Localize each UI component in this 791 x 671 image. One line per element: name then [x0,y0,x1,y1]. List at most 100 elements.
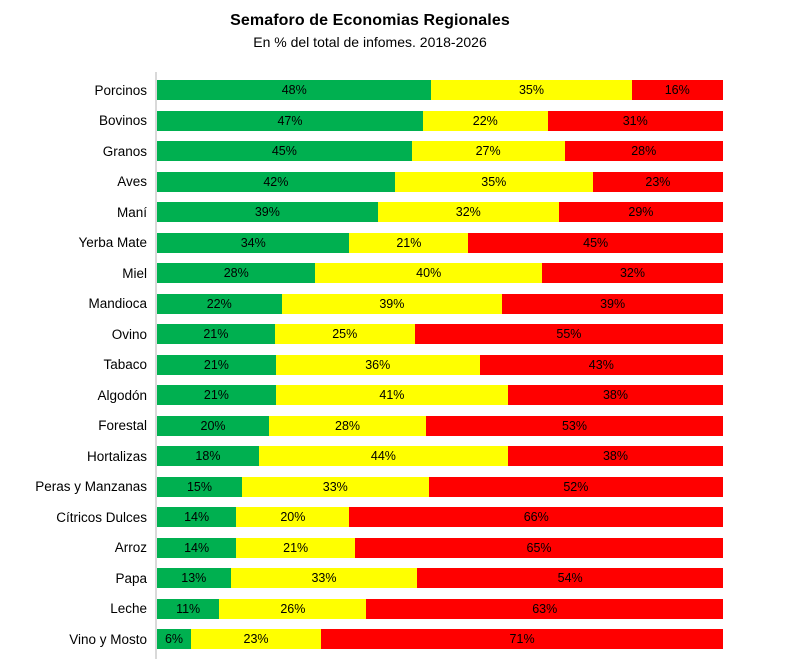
segment-value-label: 21% [203,327,229,342]
bar-segment-green: 47% [157,110,424,131]
segment-value-label: 66% [523,510,549,525]
bar-segment-yellow: 40% [315,263,542,284]
segment-value-label: 26% [280,601,306,616]
bar-segment-green: 21% [157,385,276,406]
segment-value-label: 28% [335,418,361,433]
segment-value-label: 14% [184,540,210,555]
category-label: Miel [122,265,147,281]
segment-value-label: 28% [631,144,657,159]
segment-value-label: 20% [280,510,306,525]
segment-value-label: 22% [206,296,232,311]
bar-segment-green: 11% [157,598,220,619]
segment-value-label: 48% [281,83,307,98]
segment-value-label: 39% [254,205,280,220]
segment-value-label: 32% [455,205,481,220]
bar-row: Ovino 21% 25% 55% [0,319,791,350]
bar-segment-green: 45% [157,141,412,162]
bar-segment-red: 63% [366,598,723,619]
bar-segment-green: 21% [157,324,275,345]
bar-row: Vino y Mosto 6% 23% 71% [0,624,791,655]
segment-value-label: 11% [176,601,201,616]
bar-segment-red: 32% [541,263,724,284]
segment-value-label: 39% [379,296,405,311]
bar-row: Forestal 20% 28% 53% [0,411,791,442]
segment-value-label: 44% [370,449,396,464]
segment-value-label: 43% [588,357,614,372]
bar-segment-red: 52% [428,476,723,497]
bar-row: Hortalizas 18% 44% 38% [0,441,791,472]
bar-track: 48% 35% 16% [157,80,723,101]
bar-row: Algodón 21% 41% 38% [0,380,791,411]
bar-row: Arroz 14% 21% 65% [0,533,791,564]
category-label: Arroz [114,540,147,556]
bar-row: Cítricos Dulces 14% 20% 66% [0,502,791,533]
segment-value-label: 25% [332,327,358,342]
category-label: Peras y Manzanas [35,479,147,495]
bar-segment-yellow: 36% [275,354,480,375]
bar-segment-green: 14% [157,537,237,558]
bar-segment-green: 14% [157,507,237,528]
segment-value-label: 55% [556,327,582,342]
bar-segment-yellow: 39% [281,293,503,314]
bar-track: 13% 33% 54% [157,568,723,589]
segment-value-label: 23% [645,174,671,189]
bar-segment-red: 31% [547,110,723,131]
category-label: Papa [115,570,147,586]
segment-value-label: 21% [203,388,229,403]
y-axis-line [155,72,157,659]
bar-track: 21% 25% 55% [157,324,723,345]
bar-segment-yellow: 41% [275,385,508,406]
bar-track: 45% 27% 28% [157,141,723,162]
bar-segment-yellow: 32% [377,202,559,223]
bar-track: 20% 28% 53% [157,415,723,436]
segment-value-label: 53% [561,418,587,433]
bar-track: 6% 23% 71% [157,629,723,650]
segment-value-label: 45% [271,144,297,159]
category-label: Ovino [111,326,147,342]
bar-segment-red: 45% [468,232,723,253]
bar-row: Yerba Mate 34% 21% 45% [0,228,791,259]
bar-segment-red: 55% [414,324,723,345]
bar-track: 21% 41% 38% [157,385,723,406]
bar-segment-yellow: 26% [219,598,367,619]
segment-value-label: 39% [600,296,626,311]
bar-segment-green: 13% [157,568,231,589]
bar-segment-yellow: 35% [431,80,632,101]
segment-value-label: 28% [223,266,249,281]
category-label: Cítricos Dulces [56,509,147,525]
bar-segment-yellow: 33% [230,568,418,589]
bar-track: 47% 22% 31% [157,110,723,131]
bar-segment-green: 28% [157,263,316,284]
segment-value-label: 40% [416,266,442,281]
segment-value-label: 52% [563,479,589,494]
segment-value-label: 23% [243,632,269,647]
bar-segment-red: 43% [479,354,723,375]
bar-track: 39% 32% 29% [157,202,723,223]
bar-row: Papa 13% 33% 54% [0,563,791,594]
bar-segment-yellow: 28% [269,415,426,436]
bar-track: 15% 33% 52% [157,476,723,497]
bar-segment-yellow: 27% [411,141,565,162]
category-label: Leche [110,601,147,617]
segment-value-label: 71% [509,632,535,647]
bar-segment-red: 23% [592,171,723,192]
bar-row: Granos 45% 27% 28% [0,136,791,167]
segment-value-label: 21% [396,235,422,250]
category-label: Tabaco [103,357,147,373]
bar-segment-yellow: 44% [258,446,508,467]
category-label: Vino y Mosto [69,631,147,647]
bar-segment-yellow: 21% [236,537,356,558]
segment-value-label: 63% [532,601,558,616]
segment-value-label: 33% [322,479,348,494]
bar-segment-red: 39% [502,293,723,314]
segment-value-label: 16% [664,83,690,98]
category-label: Porcinos [94,82,147,98]
bar-segment-green: 20% [157,415,270,436]
bar-segment-red: 66% [349,507,723,528]
bar-segment-yellow: 33% [241,476,429,497]
segment-value-label: 35% [481,174,507,189]
bar-segment-red: 71% [321,629,723,650]
bar-rows: Porcinos 48% 35% 16% Bovinos 47% 22% 31% Granos 4… [0,75,791,655]
bar-segment-green: 21% [157,354,276,375]
